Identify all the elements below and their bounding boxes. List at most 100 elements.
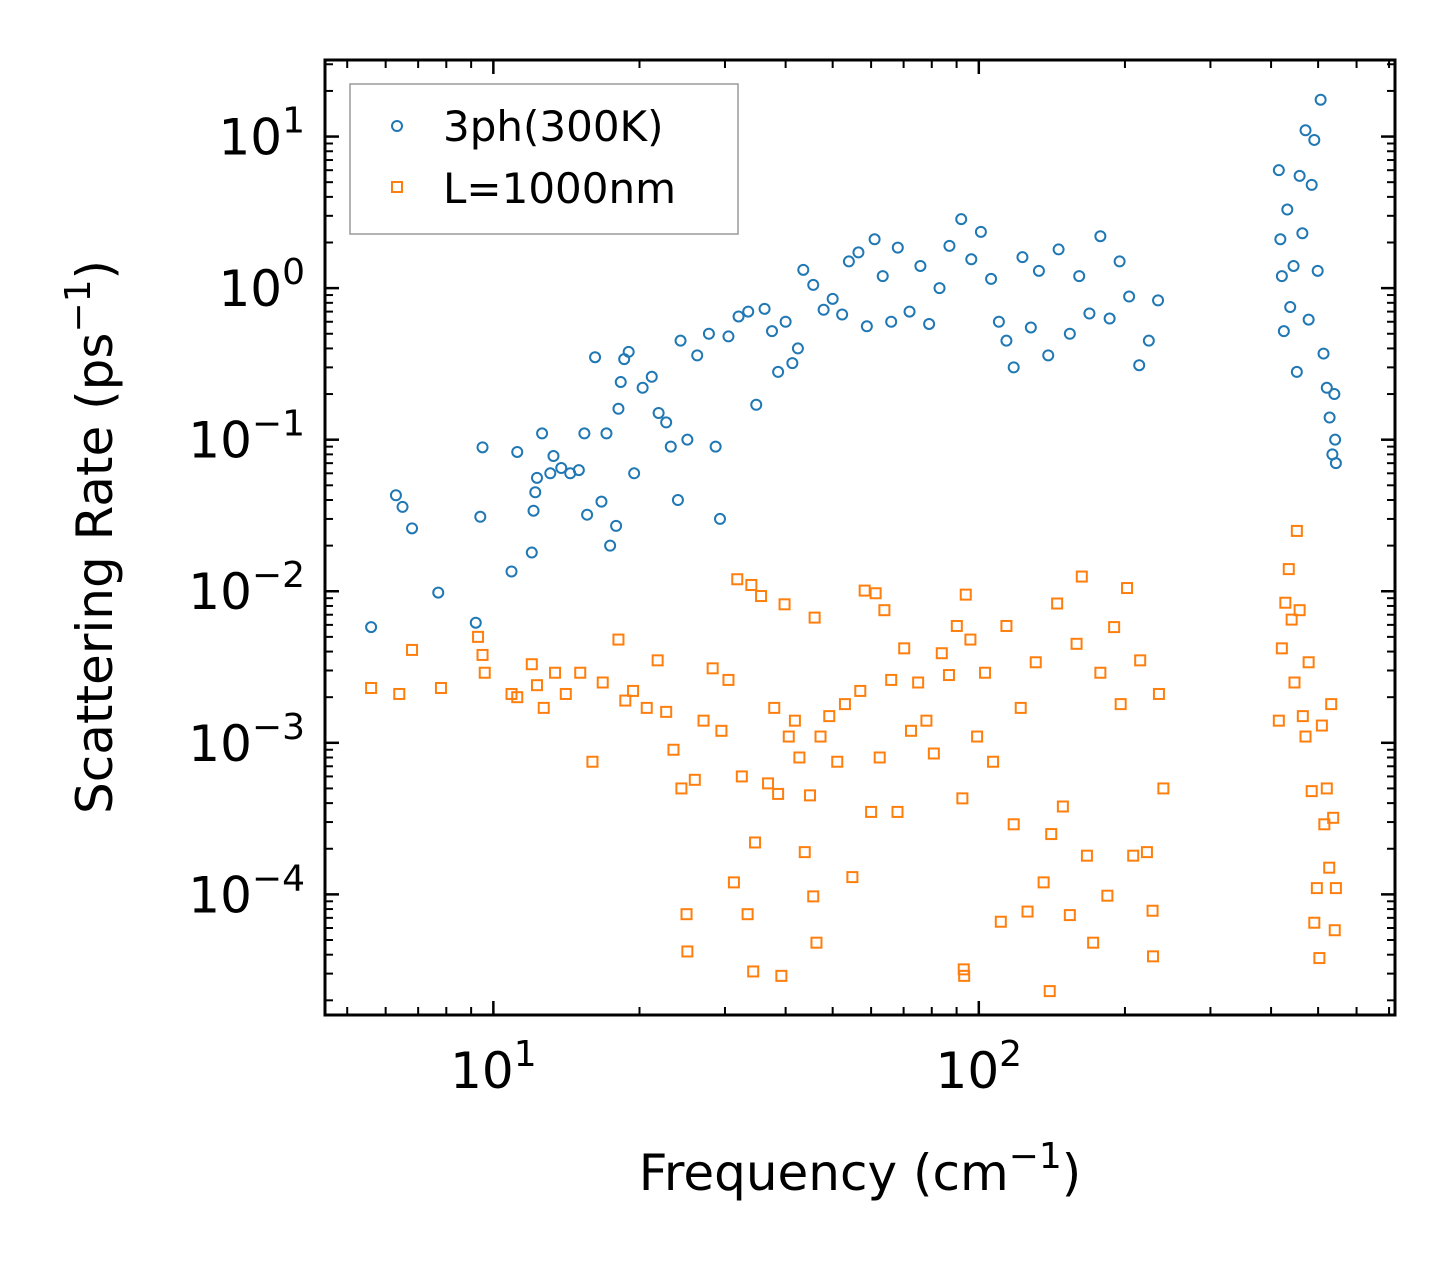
data-point — [1318, 818, 1331, 831]
data-point — [758, 302, 771, 315]
data-point — [1052, 243, 1065, 256]
data-point — [1293, 169, 1306, 182]
data-point — [1282, 563, 1295, 576]
data-point — [1323, 861, 1336, 874]
data-point — [1007, 361, 1020, 374]
data-point — [1328, 924, 1341, 937]
data-point — [1016, 251, 1029, 264]
data-point — [1329, 433, 1342, 446]
data-point — [537, 701, 550, 714]
data-point — [779, 315, 792, 328]
data-point — [406, 643, 419, 656]
data-point — [660, 705, 673, 718]
data-point — [1157, 782, 1170, 795]
data-point — [933, 282, 946, 295]
data-point — [807, 278, 820, 291]
data-point — [1123, 290, 1136, 303]
data-point — [823, 710, 836, 723]
data-point — [1315, 719, 1328, 732]
data-point — [979, 666, 992, 679]
legend: 3ph(300K) L=1000nm — [349, 83, 739, 235]
data-point — [1274, 233, 1287, 246]
data-point — [1314, 93, 1327, 106]
data-point — [1293, 604, 1306, 617]
data-point — [732, 310, 745, 323]
data-point — [778, 598, 791, 611]
data-point — [722, 673, 735, 686]
data-point — [1325, 698, 1338, 711]
data-point — [619, 694, 632, 707]
data-point — [1328, 388, 1341, 401]
data-point — [1007, 818, 1020, 831]
data-point — [671, 493, 684, 506]
data-point — [1290, 524, 1303, 537]
data-point — [836, 308, 849, 321]
data-point — [476, 441, 489, 454]
data-point — [1329, 457, 1342, 470]
data-point — [1152, 294, 1165, 307]
data-point — [842, 255, 855, 268]
data-point — [878, 604, 891, 617]
data-point — [610, 519, 623, 532]
data-point — [852, 246, 865, 259]
data-point — [1108, 621, 1121, 634]
data-point — [974, 225, 987, 238]
data-point — [873, 751, 886, 764]
data-point — [547, 450, 560, 463]
data-point — [788, 714, 801, 727]
data-point — [1296, 710, 1309, 723]
data-point — [942, 669, 955, 682]
data-point — [1277, 325, 1290, 338]
data-point — [1305, 785, 1318, 798]
data-point — [525, 658, 538, 671]
legend-label-3ph: 3ph(300K) — [443, 102, 663, 151]
data-point — [1000, 619, 1013, 632]
data-point — [950, 619, 963, 632]
series-3ph — [365, 93, 1342, 634]
data-point — [1308, 133, 1321, 146]
data-point — [365, 621, 378, 634]
data-point — [1320, 782, 1333, 795]
data-point — [755, 590, 768, 603]
data-point — [923, 317, 936, 330]
data-point — [1152, 687, 1165, 700]
data-point — [782, 730, 795, 743]
data-point — [807, 890, 820, 903]
data-point — [1113, 255, 1126, 268]
data-point — [1083, 307, 1096, 320]
data-point — [1056, 800, 1069, 813]
data-point — [697, 714, 710, 727]
data-point — [559, 687, 572, 700]
data-point — [1094, 230, 1107, 243]
data-point — [527, 504, 540, 517]
data-point — [1311, 264, 1324, 277]
data-point — [994, 915, 1007, 928]
data-point — [688, 773, 701, 786]
data-point — [544, 467, 557, 480]
data-point — [1329, 882, 1342, 895]
data-point — [1146, 904, 1159, 917]
data-point — [964, 633, 977, 646]
data-point — [612, 633, 625, 646]
data-point — [749, 836, 762, 849]
x-tick-label: 101 — [450, 1034, 537, 1100]
data-point — [406, 522, 419, 535]
data-point — [715, 724, 728, 737]
series-l1000nm — [365, 524, 1342, 998]
data-point — [1305, 178, 1318, 191]
data-point — [1094, 666, 1107, 679]
data-point — [965, 253, 978, 266]
data-point — [992, 315, 1005, 328]
data-point — [791, 342, 804, 355]
data-point — [681, 433, 694, 446]
data-point — [536, 427, 549, 440]
data-point — [1284, 301, 1297, 314]
data-point — [1024, 321, 1037, 334]
data-point — [476, 648, 489, 661]
data-point — [675, 782, 688, 795]
data-point — [956, 792, 969, 805]
plot-frame — [323, 58, 1397, 1017]
data-point — [905, 724, 918, 737]
data-point — [1287, 259, 1300, 272]
data-point — [745, 578, 758, 591]
